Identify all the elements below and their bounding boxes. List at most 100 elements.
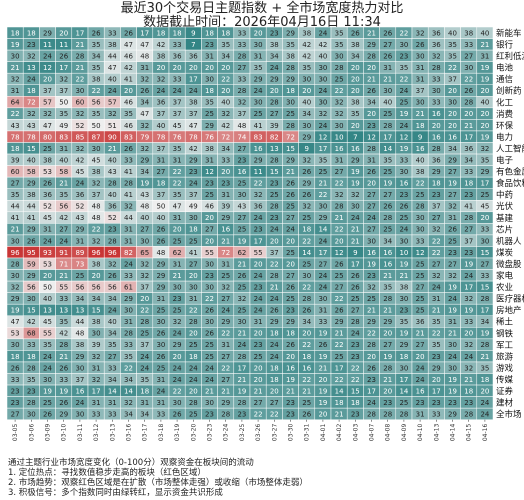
cell-value-label: 29 <box>448 411 457 419</box>
cell-value-label: 28 <box>367 411 376 419</box>
cell-value-label: 17 <box>189 76 198 84</box>
cell-value-label: 31 <box>156 399 165 407</box>
cell-value-label: 22 <box>124 364 133 372</box>
cell-value-label: 31 <box>108 399 117 407</box>
cell-value-label: 23 <box>351 353 360 361</box>
cell-value-label: 27 <box>335 283 344 291</box>
cell-value-label: 26 <box>92 29 101 37</box>
cell-value-label: 23 <box>221 180 230 188</box>
cell-value-label: 10 <box>335 133 344 141</box>
cell-value-label: 20 <box>254 364 263 372</box>
cell-value-label: 49 <box>59 122 68 130</box>
cell-value-label: 20 <box>367 180 376 188</box>
cell-value-label: 35 <box>383 283 392 291</box>
cell-value-label: 18 <box>286 87 295 95</box>
cell-value-label: 37 <box>173 110 182 118</box>
cell-value-label: 29 <box>432 364 441 372</box>
cell-value-label: 22 <box>75 76 84 84</box>
cell-value-label: 42 <box>27 318 36 326</box>
cell-value-label: 41 <box>124 76 133 84</box>
cell-value-label: 29 <box>480 168 489 176</box>
cell-value-label: 21 <box>59 353 68 361</box>
cell-value-label: 19 <box>448 376 457 384</box>
cell-value-label: 48 <box>92 214 101 222</box>
cell-value-label: 30 <box>92 145 101 153</box>
cell-value-label: 56 <box>27 283 36 291</box>
cell-value-label: 29 <box>302 133 311 141</box>
cell-value-label: 33 <box>416 237 425 245</box>
cell-value-label: 28 <box>286 64 295 72</box>
cell-value-label: 23 <box>205 272 214 280</box>
cell-value-label: 20 <box>43 76 52 84</box>
cell-value-label: 20 <box>480 110 489 118</box>
cell-value-label: 20 <box>221 87 230 95</box>
cell-value-label: 24 <box>173 330 182 338</box>
cell-value-label: 50 <box>43 283 52 291</box>
cell-value-label: 27 <box>205 226 214 234</box>
cell-value-label: 25 <box>221 272 230 280</box>
cell-value-label: 24 <box>399 87 408 95</box>
cell-value-label: 28 <box>59 341 68 349</box>
cell-value-label: 21 <box>318 364 327 372</box>
cell-value-label: 24 <box>75 399 84 407</box>
cell-value-label: 32 <box>75 110 84 118</box>
cell-value-label: 37 <box>189 191 198 199</box>
cell-value-label: 18 <box>189 226 198 234</box>
cell-value-label: 19 <box>448 180 457 188</box>
cell-value-label: 34 <box>92 295 101 303</box>
cell-value-label: 21 <box>399 272 408 280</box>
note-line: 通过主题行业市场宽度变化（0-100分）观察资金在板块间的流动 <box>8 458 254 468</box>
cell-value-label: 83 <box>254 133 263 141</box>
cell-value-label: 35 <box>124 353 133 361</box>
cell-value-label: 35 <box>448 52 457 60</box>
cell-value-label: 24 <box>205 376 214 384</box>
cell-value-label: 35 <box>140 376 149 384</box>
cell-value-label: 78 <box>156 133 165 141</box>
row-label: 军工 <box>496 341 514 351</box>
cell-value-label: 12 <box>399 133 408 141</box>
cell-value-label: 26 <box>367 168 376 176</box>
cell-value-label: 21 <box>335 411 344 419</box>
cell-value-label: 39 <box>221 203 230 211</box>
cell-value-label: 31 <box>173 260 182 268</box>
cell-value-label: 22 <box>432 237 441 245</box>
cell-value-label: 25 <box>173 237 182 245</box>
cell-value-label: 30 <box>156 341 165 349</box>
cell-value-label: 26 <box>351 272 360 280</box>
cell-value-label: 23 <box>189 168 198 176</box>
cell-value-label: 27 <box>156 168 165 176</box>
cell-value-label: 22 <box>302 283 311 291</box>
cell-value-label: 25 <box>367 295 376 303</box>
cell-value-label: 32 <box>335 99 344 107</box>
cell-value-label: 21 <box>367 307 376 315</box>
cell-value-label: 12 <box>318 133 327 141</box>
cell-value-label: 40 <box>318 52 327 60</box>
x-tick-label: 03-10 <box>61 424 68 442</box>
cell-value-label: 27 <box>448 168 457 176</box>
cell-value-label: 31 <box>124 237 133 245</box>
cell-value-label: 12 <box>367 133 376 141</box>
cell-value-label: 29 <box>254 156 263 164</box>
cell-value-label: 24 <box>140 364 149 372</box>
cell-value-label: 20 <box>383 387 392 395</box>
cell-value-label: 30 <box>75 87 84 95</box>
cell-value-label: 32 <box>92 237 101 245</box>
cell-value-label: 13 <box>59 307 68 315</box>
cell-value-label: 24 <box>221 307 230 315</box>
cell-value-label: 24 <box>108 87 117 95</box>
cell-value-label: 19 <box>140 180 149 188</box>
cell-value-label: 23 <box>432 399 441 407</box>
cell-value-label: 36 <box>464 145 473 153</box>
cell-value-label: 28 <box>221 411 230 419</box>
cell-value-label: 27 <box>464 52 473 60</box>
cell-value-label: 24 <box>351 214 360 222</box>
cell-value-label: 25 <box>205 341 214 349</box>
cell-value-label: 24 <box>367 214 376 222</box>
x-tick-label: 03-11 <box>77 424 84 442</box>
cell-value-label: 32 <box>432 52 441 60</box>
cell-value-label: 73 <box>75 260 84 268</box>
cell-value-label: 45 <box>480 203 489 211</box>
cell-value-label: 24 <box>367 399 376 407</box>
cell-value-label: 28 <box>237 353 246 361</box>
cell-value-label: 30 <box>318 295 327 303</box>
